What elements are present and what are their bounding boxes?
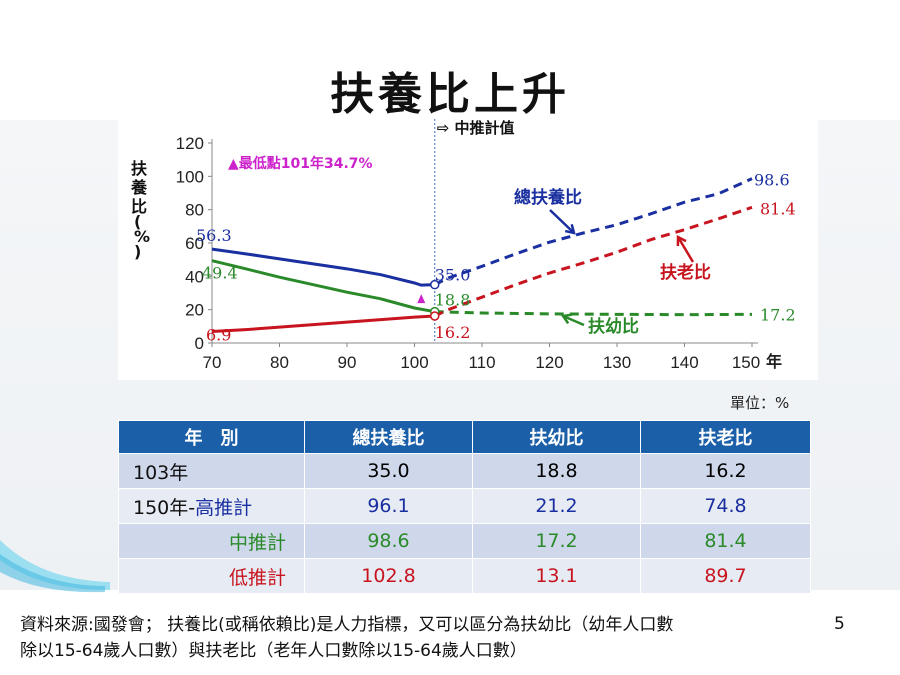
callout-arrow-child [562, 314, 585, 327]
data-label-total: 56.3 [196, 226, 232, 245]
row-label: 中推計 [118, 523, 305, 559]
header-elderly: 扶老比 [640, 420, 811, 454]
cell-total: 98.6 [304, 523, 473, 559]
callout-arrow-elderly [676, 236, 695, 263]
header-child: 扶幼比 [472, 420, 641, 454]
table-header-row: 年 別 總扶養比 扶幼比 扶老比 [118, 420, 811, 454]
slide-title: 扶養比上升 [330, 69, 570, 120]
series-line-total-observed [211, 247, 435, 287]
series-line-elderly-observed [211, 314, 435, 333]
cell-elderly: 16.2 [640, 453, 811, 489]
callout-arrowhead-total [564, 223, 576, 235]
page-number: 5 [834, 614, 845, 634]
x-tick-label: 120 [535, 353, 563, 372]
y-tick-label: 80 [185, 201, 204, 220]
chart-axes: 0 20 40 60 80 100 120 70 80 90 100 110 120 130 140 150 年… [130, 119, 782, 372]
footnote-line-2: 除以15-64歲人口數）與扶老比（老年人口數除以15-64歲人口數） [20, 641, 527, 661]
cell-elderly: 81.4 [640, 523, 811, 559]
data-label-elderly: 16.2 [435, 323, 471, 342]
data-label-total: 98.6 [754, 171, 790, 190]
series-callout-child: 扶幼比 [588, 316, 639, 337]
chart-series-lines [211, 177, 753, 333]
junction-point-total [430, 279, 440, 290]
cell-child: 17.2 [472, 523, 641, 559]
minimum-point-marker [417, 294, 426, 304]
x-tick-label: 100 [400, 353, 428, 372]
cell-total: 35.0 [304, 453, 473, 489]
table-row: 150年-高推計 96.1 21.2 74.8 [118, 488, 811, 524]
row-label-prefix: 150年- [133, 496, 196, 519]
projection-label: ⇨ 中推計值 [437, 119, 515, 137]
cell-elderly: 74.8 [640, 488, 811, 524]
data-label-child: 17.2 [760, 305, 796, 324]
callout-arrowhead-child [560, 313, 573, 325]
cell-child: 13.1 [472, 558, 641, 594]
row-label: 低推計 [118, 558, 305, 594]
x-axis-unit: 年 [766, 352, 782, 371]
data-label-elderly: 81.4 [760, 199, 796, 218]
data-label-total: 35.0 [435, 266, 471, 285]
series-callout-elderly: 扶老比 [660, 262, 711, 283]
chart-labels: ▲最低點101年34.7% 56.3 49.4 6.9 35.0 18.8 16.2 98.6… [196, 155, 796, 345]
table-row: 中推計 98.6 17.2 81.4 [118, 523, 811, 559]
source-footnote: 資料來源:國發會； 扶養比(或稱依賴比)是人力指標，又可以區分為扶幼比（幼年人口… [20, 612, 890, 664]
footnote-line-1: 資料來源:國發會； 扶養比(或稱依賴比)是人力指標，又可以區分為扶幼比（幼年人口… [20, 615, 674, 635]
callout-arrowhead-elderly [676, 234, 687, 247]
x-tick-label: 90 [338, 353, 357, 372]
minimum-annotation: ▲最低點101年34.7% [228, 155, 373, 172]
junction-point-elderly [430, 311, 440, 321]
x-tick-label: 140 [670, 353, 698, 372]
row-label: 103年 [118, 453, 305, 489]
header-total: 總扶養比 [304, 420, 473, 454]
series-line-child-observed [211, 259, 436, 314]
chart-panel [118, 118, 818, 380]
cell-total: 96.1 [304, 488, 473, 524]
callout-arrow-total [549, 209, 575, 234]
decorative-swoosh [0, 540, 110, 593]
table-row: 低推計 102.8 13.1 89.7 [118, 558, 811, 594]
x-tick-label: 150 [732, 353, 760, 372]
row-label-text: 高推計 [195, 496, 253, 519]
table-row: 103年 35.0 18.8 16.2 [118, 453, 811, 489]
data-label-child: 18.8 [435, 291, 471, 310]
header-year: 年 別 [118, 420, 305, 454]
row-label-text: 103年 [133, 461, 189, 484]
series-line-child-projected [434, 310, 753, 317]
y-axis-label: 扶養比(%) [130, 159, 150, 261]
y-tick-label: 120 [176, 134, 204, 153]
dependency-ratio-table: 年 別 總扶養比 扶幼比 扶老比 103年 35.0 18.8 16.2 150… [118, 420, 811, 594]
dependency-ratio-chart: 0 20 40 60 80 100 120 70 80 90 100 110 120 130 140 150 年… [130, 119, 796, 372]
cell-child: 18.8 [472, 453, 641, 489]
series-line-total-projected [434, 177, 753, 287]
x-tick-label: 110 [468, 353, 495, 372]
y-tick-label: 100 [176, 167, 204, 186]
series-line-elderly-projected [434, 205, 753, 318]
y-tick-label: 60 [185, 234, 204, 253]
x-tick-label: 70 [203, 353, 222, 372]
unit-label: 單位：% [730, 394, 790, 412]
row-label-text: 低推計 [228, 566, 286, 589]
y-tick-label: 0 [195, 334, 204, 353]
series-callout-total: 總扶養比 [514, 187, 582, 208]
data-label-elderly: 6.9 [206, 326, 231, 345]
data-label-child: 49.4 [202, 264, 238, 283]
x-tick-label: 80 [270, 353, 289, 372]
cell-child: 21.2 [472, 488, 641, 524]
cell-elderly: 89.7 [640, 558, 811, 594]
x-tick-label: 130 [603, 353, 631, 372]
y-tick-label: 20 [185, 301, 204, 320]
row-label-text: 中推計 [228, 531, 286, 554]
y-tick-label: 40 [185, 267, 204, 286]
cell-total: 102.8 [304, 558, 473, 594]
row-label: 150年-高推計 [118, 488, 305, 524]
